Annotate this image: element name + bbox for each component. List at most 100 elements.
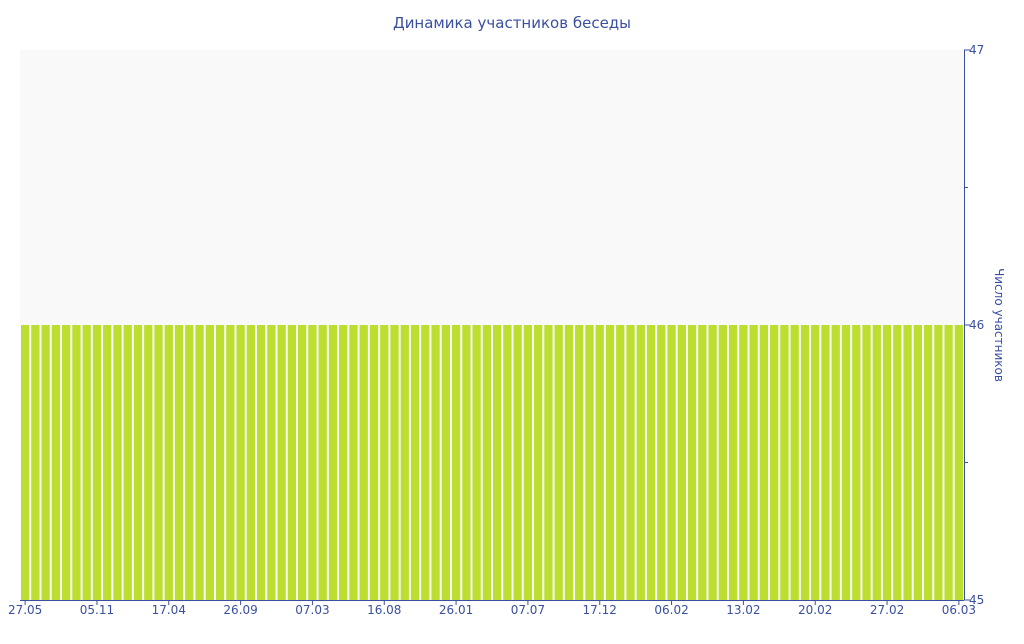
bar — [667, 325, 676, 600]
bar — [575, 325, 584, 600]
bar — [82, 325, 91, 600]
bar — [164, 325, 173, 600]
bar — [462, 325, 471, 600]
bar — [585, 325, 594, 600]
bar — [954, 325, 963, 600]
bar — [21, 325, 30, 600]
bar — [62, 325, 71, 600]
bar — [267, 325, 276, 600]
y-axis-label: Число участников — [992, 268, 1006, 382]
x-tick-label: 27.05 — [8, 603, 42, 617]
bar — [841, 325, 851, 600]
bar — [103, 325, 112, 600]
bar — [318, 325, 327, 600]
bar — [72, 325, 81, 600]
bar — [759, 325, 769, 600]
bar — [246, 325, 255, 600]
bar — [277, 325, 286, 600]
bar — [800, 325, 810, 600]
bar — [636, 325, 645, 600]
bar — [523, 325, 533, 600]
bar — [226, 325, 235, 600]
bar — [687, 325, 697, 600]
x-tick-label: 06.03 — [942, 603, 976, 617]
bar — [544, 325, 553, 600]
x-tick-label: 26.09 — [223, 603, 257, 617]
y-tick-label: 46 — [969, 318, 984, 332]
y-tick-label: 47 — [969, 43, 984, 57]
bar — [657, 325, 666, 600]
bar — [493, 325, 502, 600]
bar — [718, 325, 727, 600]
bar — [564, 325, 574, 600]
bar — [390, 325, 399, 600]
bar — [605, 325, 615, 600]
bar — [534, 325, 543, 600]
y-ticks: 45 46 47 — [964, 43, 984, 607]
x-tick-label: 26.01 — [439, 603, 473, 617]
bar — [369, 325, 379, 600]
bar — [739, 325, 748, 600]
bar — [646, 325, 656, 600]
bar — [811, 325, 820, 600]
bar — [123, 325, 132, 600]
bar — [349, 325, 358, 600]
x-tick-label: 16.08 — [367, 603, 401, 617]
bar — [923, 325, 933, 600]
bar — [308, 325, 317, 600]
bar — [852, 325, 861, 600]
x-tick-label: 06.02 — [654, 603, 688, 617]
x-tick-label: 05.11 — [80, 603, 114, 617]
x-ticks: 27.05 05.11 17.04 26.09 07.03 16.08 26.01 07.07… — [8, 600, 976, 617]
x-tick-label: 13.02 — [726, 603, 760, 617]
bar — [144, 325, 153, 600]
bar — [195, 325, 204, 600]
bar — [472, 325, 481, 600]
x-tick-label: 07.07 — [511, 603, 545, 617]
bar — [257, 325, 266, 600]
bar — [934, 325, 943, 600]
bar — [893, 325, 902, 600]
x-tick-label: 07.03 — [295, 603, 329, 617]
bar — [41, 325, 50, 600]
bar — [359, 325, 368, 600]
bar — [174, 325, 184, 600]
bar — [503, 325, 512, 600]
bar — [749, 325, 758, 600]
chart-title: Динамика участников беседы — [393, 14, 631, 32]
bar — [780, 325, 789, 600]
bar — [441, 325, 450, 600]
bar — [554, 325, 563, 600]
bar — [133, 325, 143, 600]
bar — [51, 325, 61, 600]
bar — [482, 325, 491, 600]
bars — [21, 325, 963, 600]
bar — [31, 325, 40, 600]
bar — [913, 325, 922, 600]
bar — [287, 325, 297, 600]
bar — [790, 325, 799, 600]
bar — [677, 325, 686, 600]
bar — [698, 325, 707, 600]
bar — [903, 325, 912, 600]
bar — [421, 325, 430, 600]
bar — [882, 325, 892, 600]
bar — [328, 325, 338, 600]
bar — [626, 325, 635, 600]
bar — [236, 325, 245, 600]
bar — [205, 325, 214, 600]
bar — [410, 325, 420, 600]
bar — [513, 325, 522, 600]
bar — [154, 325, 163, 600]
bar — [862, 325, 871, 600]
bar — [380, 325, 389, 600]
bar — [215, 325, 225, 600]
bar — [770, 325, 779, 600]
bar — [821, 325, 830, 600]
bar — [616, 325, 625, 600]
x-tick-label: 17.12 — [583, 603, 617, 617]
bar — [595, 325, 604, 600]
bar — [400, 325, 409, 600]
x-tick-label: 20.02 — [798, 603, 832, 617]
